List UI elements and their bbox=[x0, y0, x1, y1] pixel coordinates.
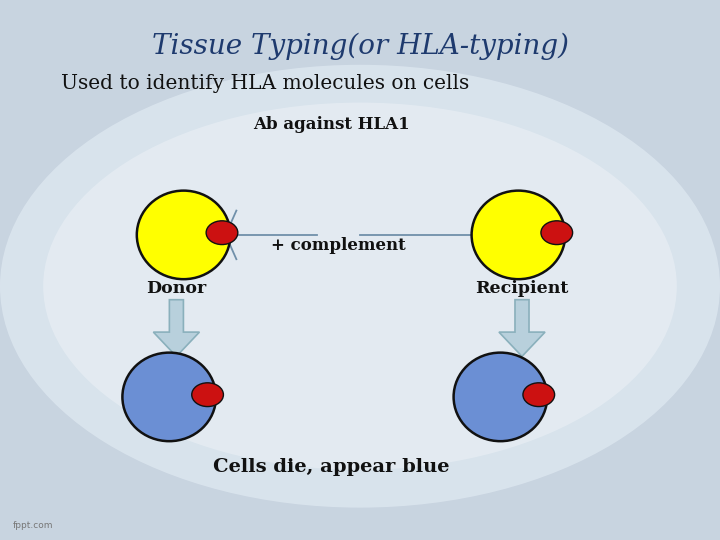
Text: Cells die, appear blue: Cells die, appear blue bbox=[213, 458, 449, 476]
Text: Donor: Donor bbox=[146, 280, 207, 298]
Text: Ab against HLA1: Ab against HLA1 bbox=[253, 116, 410, 133]
Ellipse shape bbox=[0, 65, 720, 508]
Ellipse shape bbox=[454, 353, 547, 441]
Ellipse shape bbox=[122, 353, 216, 441]
Circle shape bbox=[523, 383, 554, 407]
Circle shape bbox=[192, 383, 223, 407]
FancyArrow shape bbox=[499, 300, 545, 356]
Text: fppt.com: fppt.com bbox=[13, 521, 53, 530]
Ellipse shape bbox=[43, 103, 677, 470]
FancyArrow shape bbox=[153, 300, 199, 356]
Ellipse shape bbox=[472, 191, 565, 279]
Circle shape bbox=[541, 221, 572, 245]
Text: Tissue Typing(or HLA-typing): Tissue Typing(or HLA-typing) bbox=[151, 32, 569, 59]
Text: Recipient: Recipient bbox=[475, 280, 569, 298]
Text: + complement: + complement bbox=[271, 237, 406, 254]
Circle shape bbox=[206, 221, 238, 245]
Text: Used to identify HLA molecules on cells: Used to identify HLA molecules on cells bbox=[61, 74, 469, 93]
Ellipse shape bbox=[137, 191, 230, 279]
